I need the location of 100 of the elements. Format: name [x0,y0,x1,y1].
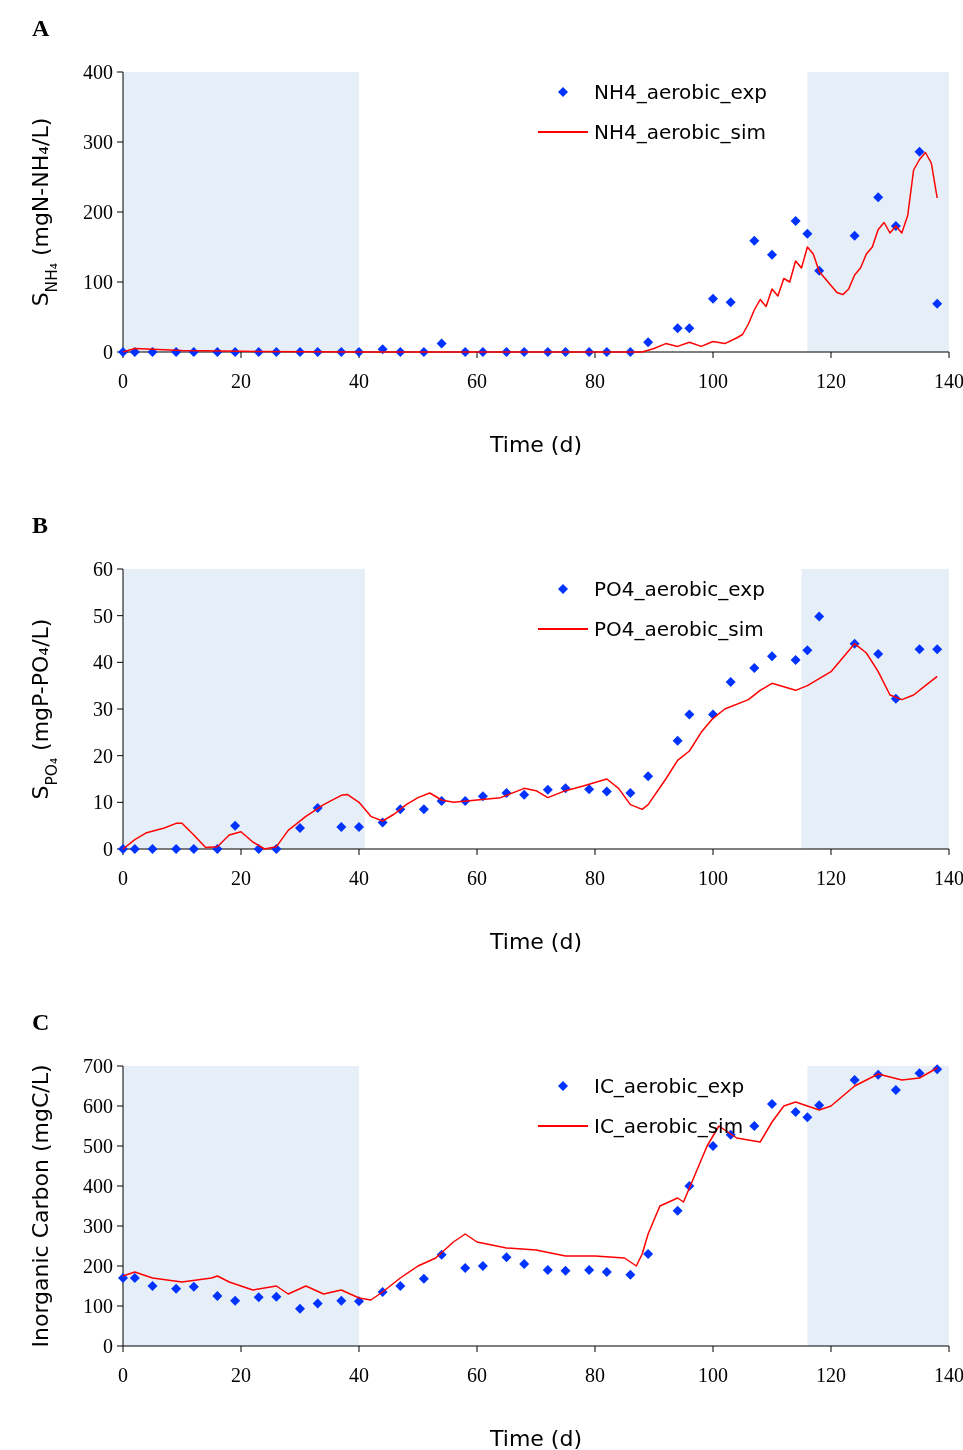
y-tick-label: 50 [93,604,113,627]
chart-title: A [32,15,50,41]
point [708,293,718,304]
point [584,1265,595,1275]
x-tick-label: 40 [349,370,369,392]
point [188,844,199,854]
point [519,1259,530,1269]
point [188,1281,199,1292]
point [625,788,636,798]
point [312,1298,323,1309]
point [336,1295,347,1306]
x-tick-label: 60 [467,370,487,392]
point [684,709,695,720]
legend-label: NH4_aerobic_exp [594,80,768,104]
y-tick-label: 60 [93,558,113,580]
point [790,1107,801,1117]
point [395,1281,406,1291]
y-tick-label: 40 [93,651,113,674]
x-tick-label: 140 [934,370,963,392]
x-tick-label: 100 [698,1364,728,1386]
point [584,784,595,795]
y-tick-label: 600 [83,1095,113,1117]
point [271,1291,282,1302]
x-tick-label: 60 [467,867,487,889]
x-tick-label: 140 [934,867,963,889]
x-tick-label: 120 [816,370,846,392]
y-tick-label: 100 [83,271,113,293]
point [336,822,347,833]
x-axis-title: Time (d) [489,1426,582,1450]
point [790,216,801,227]
point [873,192,884,203]
legend-label: NH4_aerobic_sim [594,120,767,144]
point [849,230,860,241]
point [802,645,813,656]
point [477,1261,488,1271]
point [814,1100,825,1111]
point [230,820,241,831]
point [802,228,813,239]
point [436,338,447,349]
point [295,823,305,833]
point [601,786,612,797]
point [354,822,364,833]
point [749,662,760,673]
point [672,735,683,746]
x-tick-label: 100 [698,370,728,392]
x-tick-label: 20 [231,867,251,889]
point [129,1273,140,1283]
point [542,1265,553,1275]
x-tick-label: 120 [816,1364,846,1386]
point [890,1085,901,1095]
point [708,1141,718,1151]
point [625,1269,636,1280]
y-tick-label: 10 [93,791,113,814]
point [418,1273,429,1284]
x-tick-label: 80 [585,1364,605,1386]
x-tick-label: 40 [349,867,369,889]
point [672,323,683,334]
point [643,771,654,782]
point [849,1075,860,1085]
point [672,1205,683,1216]
y-tick-label: 300 [83,1215,113,1237]
point [914,644,925,655]
point [802,1112,813,1123]
point [253,1292,264,1303]
y-tick-label: 400 [83,1175,113,1197]
x-axis-title: Time (d) [489,432,582,457]
point [914,146,925,157]
point [601,1267,612,1277]
point [749,1121,760,1131]
point [790,655,801,665]
point [560,1265,571,1276]
x-tick-label: 100 [698,867,728,889]
point [418,804,429,815]
legend-label: IC_aerobic_sim [594,1114,744,1138]
point [171,1283,182,1294]
y-tick-label: 400 [83,61,113,83]
y-tick-label: 700 [83,1055,113,1077]
point [814,611,825,622]
x-tick-label: 140 [934,1364,963,1386]
point [749,235,760,246]
y-tick-label: 200 [83,201,113,223]
chart-title: B [32,512,49,538]
point [932,644,943,655]
point [147,844,158,854]
point [725,297,736,308]
point [501,1252,512,1263]
point [767,651,777,662]
y-tick-label: 500 [83,1135,113,1157]
y-tick-label: 100 [83,1295,113,1317]
point [212,1291,223,1301]
point [129,347,140,357]
y-tick-label: 0 [103,838,113,860]
point [147,1281,158,1291]
x-tick-label: 80 [585,370,605,392]
y-tick-label: 30 [93,698,113,720]
point [118,1273,128,1283]
y-tick-label: 20 [93,744,113,767]
x-tick-label: 20 [231,370,251,392]
point [767,1099,777,1109]
legend-label: PO4_aerobic_exp [594,577,765,601]
